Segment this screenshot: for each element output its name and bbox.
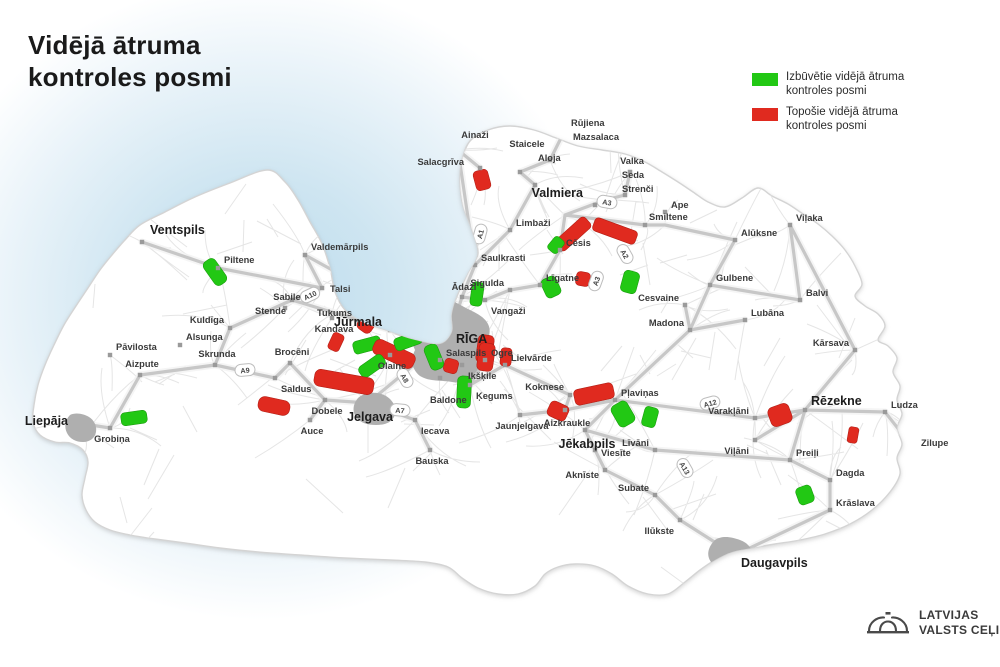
svg-text:Alsunga: Alsunga — [186, 332, 224, 342]
svg-text:Līgatne: Līgatne — [546, 273, 579, 283]
svg-text:Staicele: Staicele — [509, 139, 544, 149]
svg-text:Koknese: Koknese — [525, 382, 564, 392]
svg-text:Iecava: Iecava — [421, 426, 450, 436]
svg-text:Valdemārpils: Valdemārpils — [311, 242, 368, 252]
svg-text:Seda: Seda — [622, 170, 645, 180]
svg-text:Zilupe: Zilupe — [921, 438, 948, 448]
svg-text:Ikšķile: Ikšķile — [468, 371, 496, 381]
svg-text:Rūjiena: Rūjiena — [571, 118, 605, 128]
svg-text:Aizkraukle: Aizkraukle — [544, 418, 591, 428]
svg-text:A9: A9 — [240, 366, 250, 376]
svg-text:Baldone: Baldone — [430, 395, 467, 405]
svg-text:Ventspils: Ventspils — [150, 223, 205, 237]
svg-text:Talsi: Talsi — [330, 284, 351, 294]
svg-text:Jaunjelgava: Jaunjelgava — [495, 421, 549, 431]
svg-text:Strenči: Strenči — [622, 184, 654, 194]
svg-text:Aknīste: Aknīste — [565, 470, 599, 480]
svg-text:Lielvārde: Lielvārde — [511, 353, 552, 363]
svg-text:Cesvaine: Cesvaine — [638, 293, 679, 303]
svg-text:Dobele: Dobele — [312, 406, 343, 416]
svg-text:Auce: Auce — [301, 426, 324, 436]
svg-text:Kuldīga: Kuldīga — [190, 315, 225, 325]
svg-text:Salacgrīva: Salacgrīva — [417, 157, 464, 167]
svg-text:Lubāna: Lubāna — [751, 308, 785, 318]
svg-text:Aizpute: Aizpute — [125, 359, 159, 369]
svg-text:Olaine: Olaine — [378, 361, 406, 371]
svg-text:Balvi: Balvi — [806, 288, 828, 298]
svg-text:Pāvilosta: Pāvilosta — [116, 342, 158, 352]
svg-text:Ainaži: Ainaži — [461, 130, 488, 140]
svg-text:Jūrmala: Jūrmala — [334, 315, 383, 329]
svg-text:Piltene: Piltene — [224, 255, 254, 265]
svg-text:Līvāni: Līvāni — [622, 438, 649, 448]
svg-text:A7: A7 — [395, 406, 405, 416]
svg-text:Gulbene: Gulbene — [716, 273, 753, 283]
svg-text:Stende: Stende — [255, 306, 286, 316]
svg-text:Ķegums: Ķegums — [476, 391, 513, 401]
svg-text:Skrunda: Skrunda — [198, 349, 236, 359]
svg-text:Rēzekne: Rēzekne — [811, 394, 862, 408]
svg-text:Limbaži: Limbaži — [516, 218, 551, 228]
svg-text:Madona: Madona — [649, 318, 685, 328]
svg-text:Ape: Ape — [671, 200, 689, 210]
svg-text:Ilūkste: Ilūkste — [645, 526, 674, 536]
svg-text:A13: A13 — [868, 292, 881, 307]
svg-text:Smiltene: Smiltene — [649, 212, 688, 222]
svg-text:Kārsava: Kārsava — [813, 338, 850, 348]
svg-text:Brocēni: Brocēni — [275, 347, 310, 357]
svg-text:Ogre: Ogre — [491, 348, 513, 358]
svg-text:Cēsis: Cēsis — [566, 238, 591, 248]
svg-text:Valka: Valka — [620, 156, 645, 166]
svg-text:Valmiera: Valmiera — [532, 186, 584, 200]
svg-text:A3: A3 — [602, 197, 613, 207]
svg-text:Sabile: Sabile — [273, 292, 300, 302]
svg-text:Viļāni: Viļāni — [724, 446, 749, 456]
svg-text:Vangaži: Vangaži — [491, 306, 526, 316]
svg-text:Grobiņa: Grobiņa — [94, 434, 130, 444]
svg-text:Bauska: Bauska — [415, 456, 449, 466]
svg-text:Mazsalaca: Mazsalaca — [573, 132, 620, 142]
svg-text:Pļaviņas: Pļaviņas — [621, 388, 659, 398]
svg-text:Salaspils: Salaspils — [446, 348, 486, 358]
svg-text:Ludza: Ludza — [891, 400, 919, 410]
svg-text:Krāslava: Krāslava — [836, 498, 876, 508]
svg-text:Alūksne: Alūksne — [741, 228, 777, 238]
svg-text:Sigulda: Sigulda — [470, 278, 504, 288]
svg-text:Preiļi: Preiļi — [796, 448, 819, 458]
svg-text:Varakļāni: Varakļāni — [708, 406, 749, 416]
svg-text:Saldus: Saldus — [281, 384, 311, 394]
svg-text:Aloja: Aloja — [538, 153, 562, 163]
svg-text:RĪGA: RĪGA — [456, 332, 487, 346]
svg-text:Jelgava: Jelgava — [347, 410, 394, 424]
svg-text:Liepāja: Liepāja — [25, 414, 69, 428]
svg-text:Viesīte: Viesīte — [601, 448, 631, 458]
svg-text:Viļaka: Viļaka — [796, 213, 824, 223]
svg-text:Dagda: Dagda — [836, 468, 865, 478]
svg-text:Subate: Subate — [618, 483, 649, 493]
svg-text:Daugavpils: Daugavpils — [741, 556, 808, 570]
svg-text:Saulkrasti: Saulkrasti — [481, 253, 525, 263]
